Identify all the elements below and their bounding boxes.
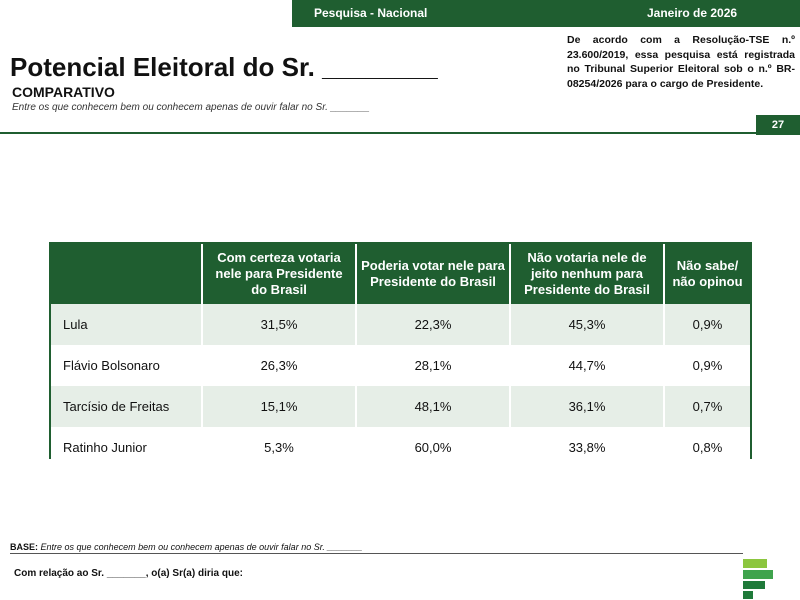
logo-bar-mid	[743, 570, 773, 579]
survey-question: Com relação ao Sr. _______, o(a) Sr(a) d…	[14, 568, 243, 579]
divider-line	[0, 132, 756, 134]
base-note: BASE: Entre os que conhecem bem ou conhe…	[10, 542, 362, 552]
certainly-vote-value: 31,5%	[202, 304, 357, 345]
page-divider: 27	[0, 115, 800, 135]
table-row: Ratinho Junior 5,3% 60,0% 33,8% 0,8%	[51, 427, 750, 468]
would-not-vote-value: 45,3%	[510, 304, 665, 345]
dont-know-value: 0,7%	[664, 386, 750, 427]
header-certainly-vote: Com certeza votaria nele para Presidente…	[202, 244, 357, 304]
could-vote-value: 48,1%	[356, 386, 511, 427]
table-row: Lula 31,5% 22,3% 45,3% 0,9%	[51, 304, 750, 345]
base-label: BASE:	[10, 542, 39, 552]
logo-bar-top	[743, 559, 767, 568]
header-would-not-vote: Não votaria nele de jeito nenhum para Pr…	[510, 244, 665, 304]
header-bar: Pesquisa - Nacional Janeiro de 2026	[292, 0, 800, 27]
page-subtitle: COMPARATIVO	[12, 84, 115, 100]
certainly-vote-value: 5,3%	[202, 427, 357, 468]
brand-logo	[743, 559, 773, 599]
dont-know-value: 0,9%	[664, 304, 750, 345]
top-base-note: Entre os que conhecem bem ou conhecem ap…	[12, 102, 370, 113]
would-not-vote-value: 33,8%	[510, 427, 665, 468]
logo-bar-stem	[743, 591, 753, 599]
tse-registration-notice: De acordo com a Resolução-TSE n.º 23.600…	[567, 34, 795, 90]
base-text: Entre os que conhecem bem ou conhecem ap…	[40, 542, 363, 552]
page-number: 27	[756, 115, 800, 135]
could-vote-value: 28,1%	[356, 345, 511, 386]
certainly-vote-value: 26,3%	[202, 345, 357, 386]
certainly-vote-value: 15,1%	[202, 386, 357, 427]
header-could-vote: Poderia votar nele para Presidente do Br…	[356, 244, 511, 304]
could-vote-value: 60,0%	[356, 427, 511, 468]
would-not-vote-value: 44,7%	[510, 345, 665, 386]
table-row: Flávio Bolsonaro 26,3% 28,1% 44,7% 0,9%	[51, 345, 750, 386]
logo-bar-low	[743, 581, 765, 589]
table-row: Tarcísio de Freitas 15,1% 48,1% 36,1% 0,…	[51, 386, 750, 427]
candidate-name: Lula	[51, 304, 203, 345]
dont-know-value: 0,8%	[664, 427, 750, 468]
could-vote-value: 22,3%	[356, 304, 511, 345]
header-dont-know: Não sabe/ não opinou	[664, 244, 750, 304]
candidate-name: Flávio Bolsonaro	[51, 345, 203, 386]
dont-know-value: 0,9%	[664, 345, 750, 386]
footer-divider	[10, 553, 743, 554]
page-title: Potencial Eleitoral do Sr. ________	[10, 52, 438, 82]
table-header-row: Com certeza votaria nele para Presidente…	[51, 244, 750, 304]
results-table: Com certeza votaria nele para Presidente…	[49, 242, 752, 468]
candidate-name: Tarcísio de Freitas	[51, 386, 203, 427]
survey-label: Pesquisa - Nacional	[314, 6, 428, 20]
header-candidate	[51, 244, 203, 304]
date-label: Janeiro de 2026	[647, 6, 738, 20]
would-not-vote-value: 36,1%	[510, 386, 665, 427]
candidate-name: Ratinho Junior	[51, 427, 203, 468]
